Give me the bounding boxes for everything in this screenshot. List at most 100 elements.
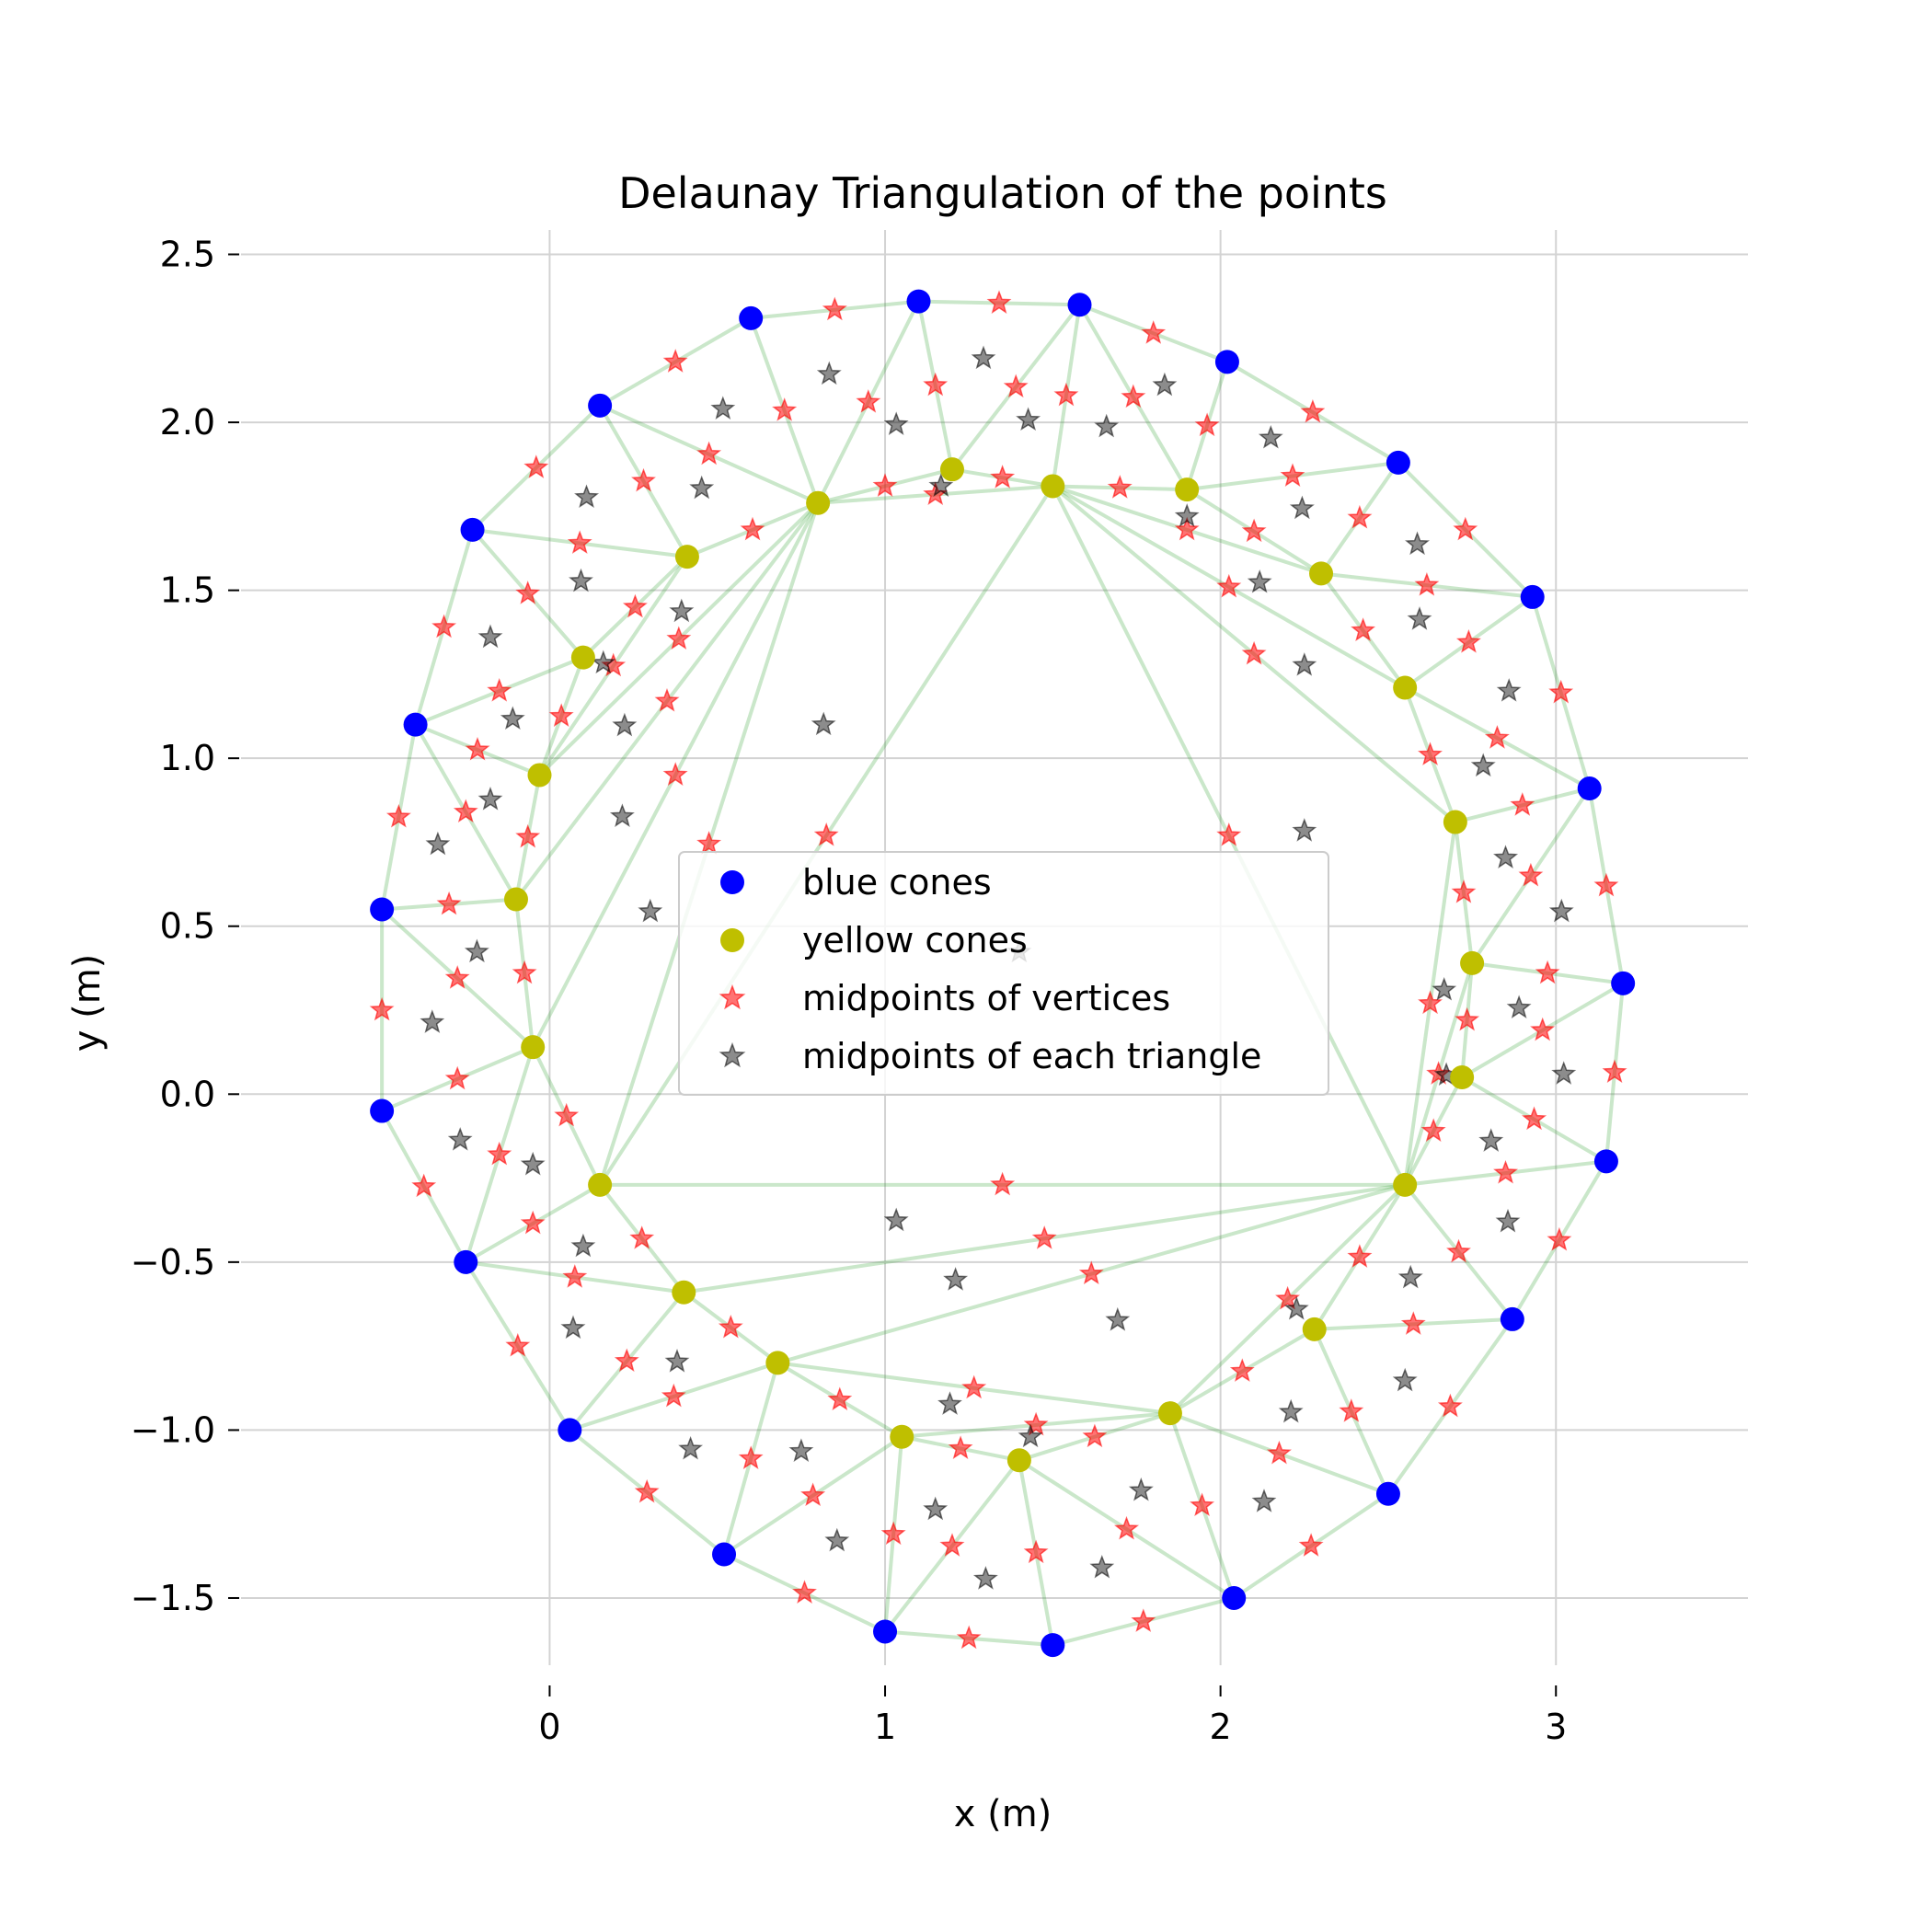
edge-midpoint-marker [956, 1625, 982, 1650]
edge-midpoint-marker [567, 530, 592, 554]
triangle-midpoint-marker [928, 473, 954, 497]
triangle-midpoint-marker [1292, 652, 1317, 676]
edge-midpoint-marker [512, 960, 537, 984]
triangle-midpoint-marker [574, 484, 600, 509]
edge-midpoint-marker [662, 762, 688, 786]
triangle-midpoint-marker [1292, 818, 1317, 842]
triangle-midpoint-marker [1278, 1398, 1304, 1423]
edge-midpoint-marker [554, 1102, 580, 1127]
edge-midpoint-marker [634, 1478, 660, 1503]
edge-midpoint-marker [872, 473, 898, 497]
edge-midpoint-marker [986, 290, 1012, 314]
triangle-midpoint-marker [1495, 1208, 1521, 1233]
edge-midpoint-marker [1530, 1017, 1556, 1041]
triangle-midpoint-marker [943, 1267, 969, 1291]
triangle-midpoint-marker [710, 396, 736, 420]
y-axis-label: y (m) [66, 954, 109, 1052]
edge-midpoint-marker [487, 678, 512, 702]
edge-midpoint-marker [813, 822, 839, 846]
yellow-cone-point [1041, 474, 1065, 499]
triangle-midpoint-marker [1392, 1367, 1418, 1392]
edge-midpoint-marker [1121, 384, 1146, 408]
triangle-midpoint-marker [664, 1349, 690, 1373]
triangle-midpoint-marker [560, 1315, 586, 1340]
legend-marker-yellow-cones [720, 928, 744, 952]
triangle-midpoint-marker [1506, 995, 1532, 1019]
triangle-midpoint-marker [788, 1438, 814, 1463]
cone-markers [370, 289, 1636, 1658]
edge-midpoint-marker [1347, 504, 1373, 529]
edge-midpoint-markers [369, 290, 1627, 1650]
x-tick-label: 3 [1545, 1707, 1567, 1747]
edge-midpoint-marker [411, 1173, 437, 1198]
blue-cone-point [1386, 450, 1410, 475]
edge-midpoint-marker [666, 626, 692, 650]
edge-midpoint-marker [696, 831, 722, 855]
edge-midpoint-marker [990, 1171, 1016, 1196]
triangle-midpoint-marker [1152, 372, 1178, 397]
triangle-midpoint-marker [937, 1391, 962, 1415]
triangle-midpoint-marker [1478, 1128, 1504, 1152]
edge-midpoint-marker [1426, 1061, 1452, 1085]
edge-midpoint-marker [1593, 872, 1619, 897]
blue-cone-point [712, 1542, 737, 1567]
edge-midpoint-marker [738, 1445, 764, 1469]
edge-midpoint-marker [505, 1332, 531, 1357]
edge-midpoint-marker [1602, 1059, 1627, 1084]
blue-cone-point [1041, 1633, 1065, 1658]
edge-midpoint-marker [444, 1065, 470, 1090]
blue-cone-point [558, 1418, 582, 1443]
y-tick-label: 1.5 [160, 570, 215, 611]
edge-midpoint-marker [961, 1374, 987, 1399]
edge-midpoint-marker [772, 397, 798, 421]
triangle-midpoint-marker [1016, 407, 1041, 431]
y-tick-label: 1.0 [160, 738, 215, 778]
triangle-midpoint-marker [1094, 413, 1120, 438]
edge-midpoint-marker [385, 803, 411, 828]
yellow-cone-point [503, 887, 528, 912]
triangle-midpoint-marker [1289, 495, 1315, 520]
edge-midpoint-marker [431, 614, 457, 638]
y-tick-label: −1.5 [131, 1578, 215, 1618]
blue-cone-point [1375, 1481, 1400, 1506]
y-tick-label: 2.0 [160, 402, 215, 443]
edge-midpoint-marker [465, 736, 490, 761]
edge-midpoint-marker [444, 965, 470, 989]
chart-title: Delaunay Triangulation of the points [618, 168, 1387, 218]
triangle-midpoint-marker [824, 1527, 850, 1552]
y-tick-label: 0.0 [160, 1074, 215, 1114]
edge-midpoint-marker [629, 1225, 655, 1249]
edge-midpoint-marker [436, 891, 462, 915]
edge-midpoint-marker [1023, 1411, 1049, 1436]
edge-midpoint-marker [1003, 374, 1029, 398]
triangle-midpoint-marker [816, 361, 842, 385]
blue-cone-point [1500, 1306, 1524, 1331]
yellow-cone-point [806, 490, 831, 515]
edge-midpoint-marker [614, 1348, 639, 1373]
x-tick-label: 2 [1210, 1707, 1232, 1747]
legend-marker-edge-midpoints [719, 983, 746, 1010]
blue-cone-point [460, 517, 485, 542]
legend-label-edge-midpoints: midpoints of vertices [802, 978, 1170, 1018]
yellow-cone-point [1302, 1317, 1327, 1341]
triangle-midpoint-marker [638, 898, 663, 923]
yellow-cone-point [1175, 477, 1200, 502]
edge-midpoint-marker [990, 465, 1016, 489]
edge-midpoint-marker [822, 296, 847, 321]
y-tick-label: −0.5 [131, 1242, 215, 1282]
x-tick-label: 0 [538, 1707, 560, 1747]
triangle-midpoint-marker [520, 1151, 546, 1176]
edge-midpoint-marker [1082, 1423, 1108, 1448]
x-axis-label: x (m) [954, 1793, 1052, 1835]
edge-midpoint-marker [696, 441, 722, 466]
yellow-cone-point [521, 1035, 546, 1060]
legend-box [678, 851, 1329, 1096]
y-tick-label: 0.5 [160, 906, 215, 947]
edge-midpoint-marker [1241, 640, 1267, 665]
edge-midpoint-marker [1418, 742, 1443, 765]
blue-cone-point [403, 712, 428, 737]
x-tick-label: 1 [874, 1707, 896, 1747]
triangle-midpoint-marker [612, 712, 638, 737]
edge-midpoint-marker [1280, 463, 1305, 487]
